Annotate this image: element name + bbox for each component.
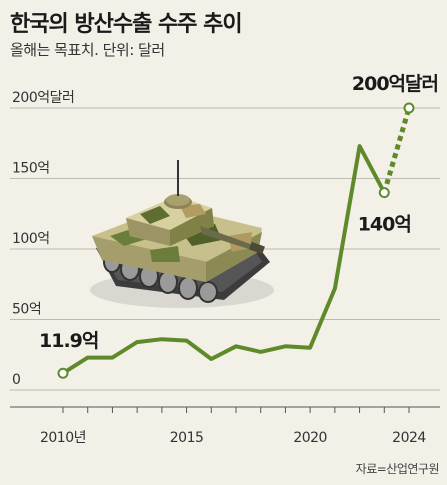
target-series-line <box>381 107 412 194</box>
actual-series-line <box>61 144 387 376</box>
chart-subtitle: 올해는 목표치. 단위: 달러 <box>10 41 165 59</box>
x-tick-label: 2010년 <box>40 430 86 446</box>
source-note: 자료=산업연구원 <box>355 462 440 476</box>
x-axis: 2010년 2015 2020 2024 <box>10 406 440 446</box>
data-markers <box>57 102 415 379</box>
grid-lines <box>10 107 440 391</box>
y-tick-label: 0 <box>12 372 20 388</box>
data-label: 140억 <box>358 214 411 236</box>
x-tick-label: 2020 <box>293 430 327 446</box>
tank-icon <box>90 160 274 308</box>
data-labels: 11.9억 140억 200억달러 <box>39 73 439 352</box>
data-point-marker <box>403 102 415 114</box>
y-tick-label: 50억 <box>12 302 41 318</box>
chart-title: 한국의 방산수출 수주 추이 <box>10 12 243 37</box>
y-tick-label: 150억 <box>12 161 50 177</box>
data-label: 200억달러 <box>352 73 438 95</box>
y-axis-ticks: 0 50억 100억 150억 200억달러 <box>12 90 75 388</box>
data-point-marker <box>57 367 69 379</box>
x-tick-label: 2024 <box>392 430 426 446</box>
series-lines <box>61 107 412 376</box>
data-point-marker <box>378 187 390 199</box>
x-tick-label: 2015 <box>170 430 204 446</box>
y-tick-label: 200억달러 <box>12 90 74 106</box>
y-tick-label: 100억 <box>12 231 50 247</box>
data-label: 11.9억 <box>39 330 98 352</box>
